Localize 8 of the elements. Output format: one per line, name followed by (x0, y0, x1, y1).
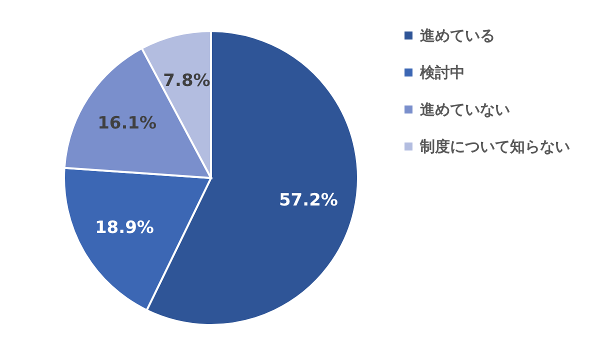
legend-label: 進めている (419, 26, 495, 44)
legend-label: 制度について知らない (419, 138, 570, 156)
data-label: 7.8% (163, 70, 210, 91)
legend-label: 進めていない (419, 100, 510, 118)
data-label: 57.2% (278, 190, 338, 210)
data-label: 16.1% (98, 114, 157, 134)
data-label: 18.9% (94, 218, 154, 238)
legend-label: 検討中 (419, 64, 465, 82)
